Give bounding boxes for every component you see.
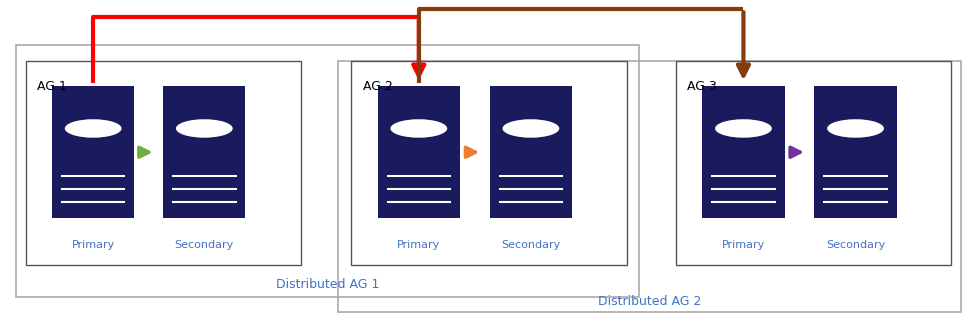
FancyBboxPatch shape (489, 86, 572, 218)
Circle shape (65, 119, 121, 138)
Circle shape (828, 119, 884, 138)
FancyBboxPatch shape (703, 86, 785, 218)
FancyBboxPatch shape (815, 86, 896, 218)
Circle shape (715, 119, 772, 138)
Text: Primary: Primary (722, 240, 766, 249)
Text: AG 1: AG 1 (37, 80, 67, 93)
Text: Distributed AG 2: Distributed AG 2 (598, 295, 701, 308)
FancyBboxPatch shape (163, 86, 245, 218)
Text: Secondary: Secondary (826, 240, 885, 249)
Text: Secondary: Secondary (501, 240, 560, 249)
FancyBboxPatch shape (378, 86, 460, 218)
Text: Secondary: Secondary (174, 240, 234, 249)
Text: Primary: Primary (72, 240, 114, 249)
Text: AG 2: AG 2 (362, 80, 392, 93)
Text: Primary: Primary (397, 240, 441, 249)
FancyBboxPatch shape (52, 86, 135, 218)
Circle shape (503, 119, 559, 138)
Circle shape (176, 119, 233, 138)
Text: AG 3: AG 3 (687, 80, 717, 93)
Text: Distributed AG 1: Distributed AG 1 (276, 278, 379, 291)
Circle shape (391, 119, 448, 138)
